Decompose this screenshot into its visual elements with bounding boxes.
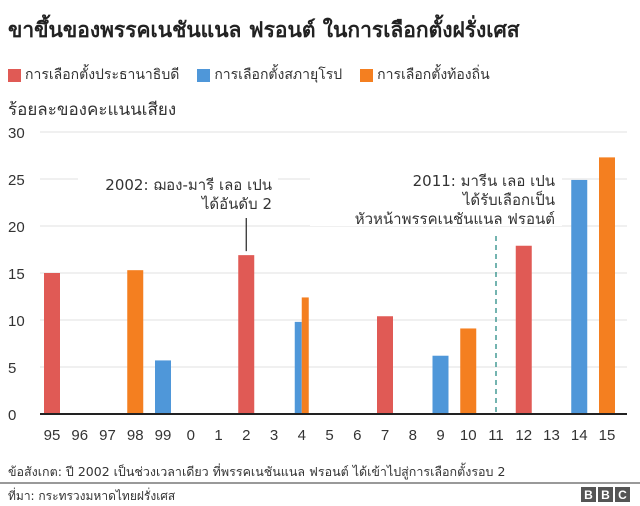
annotation-bg [310, 166, 562, 226]
y-tick-label: 15 [8, 266, 25, 283]
annotation-bg [78, 170, 278, 212]
x-tick-label: 97 [99, 427, 116, 444]
legend-item-local: การเลือกตั้งท้องถิ่น [360, 64, 490, 86]
x-tick-label: 7 [381, 427, 389, 444]
logo-letter: C [615, 487, 630, 502]
legend-label: การเลือกตั้งสภายุโรป [214, 67, 343, 83]
y-tick-label: 25 [8, 172, 25, 189]
bar-12-series-0 [515, 245, 532, 414]
x-tick-label: 3 [270, 427, 278, 444]
source: ที่มา: กระทรวงมหาดไทยฝรั่งเศส [8, 489, 176, 503]
annotation-2011-line: 2011: มารีน เลอ เปน [413, 172, 555, 190]
x-tick-label: 4 [298, 427, 306, 444]
bar-14-series-1 [571, 179, 588, 414]
legend-item-european: การเลือกตั้งสภายุโรป [197, 64, 342, 86]
logo-letter: B [581, 487, 596, 502]
x-tick-label: 13 [543, 427, 560, 444]
x-tick-label: 98 [127, 427, 144, 444]
bar-98-series-2 [127, 270, 144, 414]
y-axis-label: ร้อยละของคะแนนเสียง [8, 100, 177, 120]
x-tick-label: 2 [242, 427, 250, 444]
x-tick-label: 10 [460, 427, 477, 444]
bar-95-series-0 [44, 273, 60, 414]
legend-swatch [8, 68, 21, 82]
x-tick-label: 99 [155, 427, 172, 444]
legend: การเลือกตั้งประธานาธิบดี การเลือกตั้งสภา… [8, 64, 490, 86]
x-tick-label: 8 [409, 427, 417, 444]
legend-label: การเลือกตั้งท้องถิ่น [377, 67, 490, 83]
bar-15-series-2 [599, 157, 615, 414]
bar-2-series-0 [238, 255, 255, 414]
legend-item-presidential: การเลือกตั้งประธานาธิบดี [8, 64, 179, 86]
bar-4-series-2 [301, 297, 309, 414]
legend-swatch [360, 68, 374, 82]
x-tick-label: 9 [436, 427, 444, 444]
x-tick-label: 0 [187, 427, 195, 444]
x-tick-label: 6 [353, 427, 361, 444]
x-tick-label: 15 [599, 427, 616, 444]
bar-9-series-1 [432, 355, 449, 414]
x-tick-label: 12 [515, 427, 532, 444]
annotation-2002-line: 2002: ฌอง-มารี เลอ เปน [105, 176, 272, 194]
bar-4-series-1 [294, 321, 302, 414]
footnote: ข้อสังเกต: ปี 2002 เป็นช่วงเวลาเดียว ที่… [8, 464, 506, 479]
x-tick-label: 14 [571, 427, 588, 444]
y-tick-label: 20 [8, 219, 25, 236]
bbc-logo: B B C [581, 487, 630, 502]
y-tick-label: 30 [8, 125, 25, 142]
legend-label: การเลือกตั้งประธานาธิบดี [25, 67, 180, 83]
bar-7-series-0 [377, 316, 393, 414]
x-tick-label: 95 [44, 427, 61, 444]
x-tick-label: 5 [325, 427, 333, 444]
divider [0, 482, 640, 484]
annotation-2011-line: หัวหน้าพรรคเนชันแนล ฟรอนต์ [355, 210, 555, 228]
y-tick-label: 0 [8, 407, 16, 424]
bar-99-series-1 [155, 360, 171, 414]
x-tick-label: 96 [71, 427, 88, 444]
chart-title: ขาขึ้นของพรรคเนชันแนล ฟรอนต์ ในการเลือกต… [8, 18, 520, 42]
annotation-2011-line: ได้รับเลือกเป็น [462, 190, 555, 209]
y-tick-label: 5 [8, 360, 16, 377]
x-tick-label: 11 [488, 427, 504, 444]
annotation-2002-line: ได้อันดับ 2 [201, 195, 272, 213]
legend-swatch [197, 68, 211, 82]
bar-10-series-2 [460, 328, 477, 414]
logo-letter: B [598, 487, 613, 502]
x-tick-label: 1 [214, 427, 222, 444]
y-tick-label: 10 [8, 313, 25, 330]
